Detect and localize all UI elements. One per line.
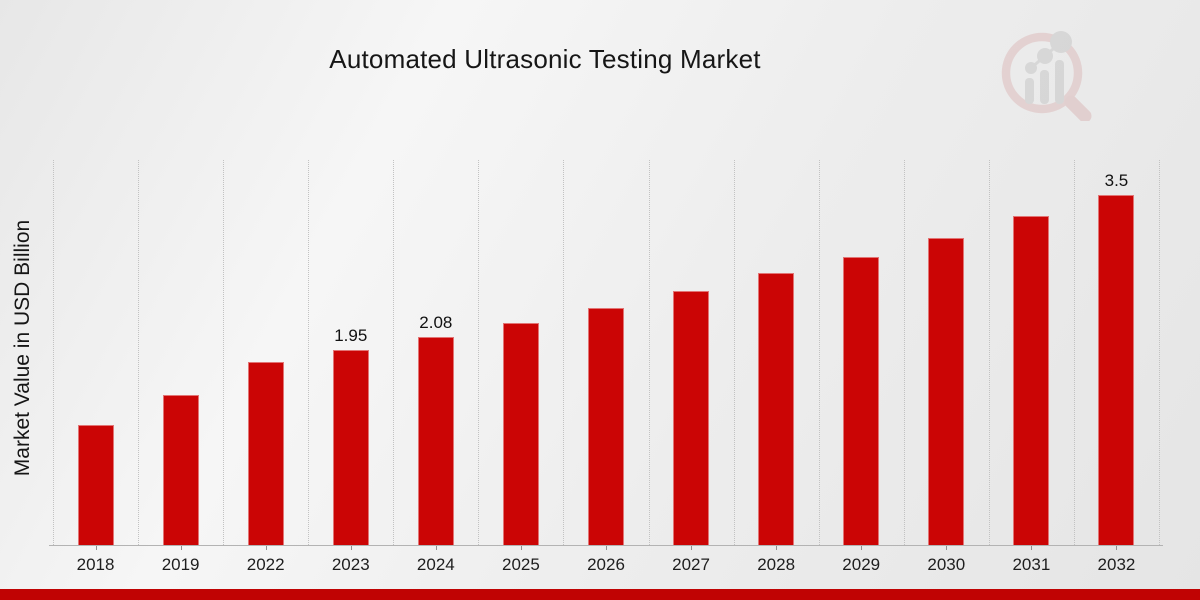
vertical-gridline [818, 160, 820, 545]
vertical-gridline [223, 160, 225, 545]
logo-trend-line-icon [1025, 31, 1072, 74]
vertical-gridline [903, 160, 905, 545]
market-research-future-logo-watermark [1001, 31, 1092, 121]
x-axis-tick [1031, 546, 1033, 550]
vertical-gridline [988, 160, 990, 545]
bar-2029 [843, 257, 880, 545]
logo-bar-chart-icon [1025, 60, 1064, 104]
vertical-gridline [563, 160, 565, 545]
x-axis-tick [265, 546, 267, 550]
x-axis-label-2031: 2031 [1012, 555, 1051, 574]
bar-2031 [1013, 216, 1050, 545]
x-axis-tick [95, 546, 97, 550]
vertical-gridline [53, 160, 54, 545]
bar-2018 [77, 425, 114, 545]
bar-2028 [758, 273, 795, 545]
bar-2032 [1098, 195, 1135, 545]
x-axis-label-2018: 2018 [76, 555, 115, 574]
vertical-gridline [1073, 160, 1075, 545]
x-axis-label-2030: 2030 [927, 555, 966, 574]
bar-2023 [332, 350, 369, 545]
x-axis-label-2023: 2023 [331, 555, 370, 574]
vertical-gridline [1159, 160, 1160, 545]
magnifier-handle-icon [1064, 95, 1092, 121]
x-axis-tick [606, 546, 607, 550]
x-axis-label-2028: 2028 [757, 555, 796, 574]
y-axis-title: Market Value in USD Billion [11, 219, 34, 477]
bar-2026 [588, 308, 624, 545]
plot-area: 2018 2019 2022 1.95 2023 2.08 2024 2025 2026 2027… [49, 160, 1163, 574]
x-axis-line [49, 545, 1163, 546]
x-axis-label-2026: 2026 [587, 555, 625, 574]
x-axis-tick [350, 546, 352, 550]
bar-value-label: 1.95 [334, 326, 368, 345]
x-axis-label-2022: 2022 [246, 555, 285, 574]
x-axis-label-2032: 2032 [1097, 555, 1136, 574]
x-axis-tick [520, 546, 522, 550]
x-axis-label-2024: 2024 [416, 555, 455, 574]
bar-value-label: 2.08 [419, 313, 453, 332]
x-axis-label-2029: 2029 [842, 555, 881, 574]
x-axis-tick [861, 546, 863, 550]
vertical-gridline [308, 160, 310, 545]
vertical-gridline [648, 160, 650, 545]
x-axis-tick [1116, 546, 1118, 550]
vertical-gridline [393, 160, 395, 545]
bar-2030 [928, 238, 965, 545]
vertical-gridline [478, 160, 480, 545]
x-axis-label-2025: 2025 [502, 555, 540, 574]
x-axis-tick [946, 546, 948, 550]
x-axis-tick [691, 546, 693, 550]
vertical-gridline [138, 160, 140, 545]
bar-2019 [162, 395, 199, 545]
x-axis-tick [776, 546, 778, 550]
bar-2025 [502, 323, 539, 545]
magnifier-ring-icon [1001, 32, 1083, 114]
bar-2022 [247, 362, 284, 545]
x-axis-tick [180, 546, 182, 550]
bar-2024 [417, 337, 454, 545]
bar-value-label: 3.5 [1104, 171, 1129, 190]
vertical-gridline [733, 160, 735, 545]
x-axis-tick [435, 546, 437, 550]
chart-title: Automated Ultrasonic Testing Market [329, 44, 761, 74]
x-axis-label-2019: 2019 [161, 555, 200, 574]
x-axis-label-2027: 2027 [672, 555, 710, 574]
bar-2027 [673, 291, 710, 545]
bottom-accent-stripe [0, 589, 1200, 600]
